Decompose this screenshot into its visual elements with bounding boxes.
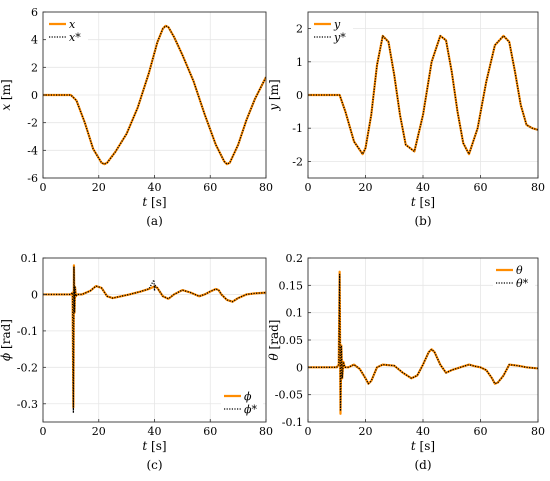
x-tick-label: 40 (416, 181, 430, 194)
y-axis-label-unit: [m] (267, 79, 281, 100)
y-tick-label: 0.2 (286, 252, 304, 265)
y-tick-label: 1 (296, 56, 303, 69)
y-tick-label: -0.1 (282, 416, 303, 429)
legend-label-0: y (333, 18, 341, 31)
legend: xx* (46, 15, 88, 47)
y-axis-label: y [m] (267, 79, 281, 111)
panel-caption: (a) (146, 214, 163, 228)
legend-label-1: ϕ* (244, 403, 257, 416)
y-tick-label: -1 (292, 122, 303, 135)
x-tick-label: 20 (92, 181, 106, 194)
chart-panel-3: 0 20 40 60 80 0.2 0.15 0.1 0.05 0 -0.05 -0.1 t [s] θ … (267, 252, 545, 472)
y-tick-label: 0.1 (21, 252, 39, 265)
x-tick-label: 0 (40, 181, 47, 194)
x-tick-label: 60 (474, 181, 488, 194)
x-tick-label: 40 (148, 181, 162, 194)
chart-panel-2: 0 20 40 60 80 0.1 0 -0.1 -0.2 -0.3 t [s] ϕ [rad] (c)… (0, 252, 273, 472)
x-tick-label: 80 (531, 181, 545, 194)
y-tick-label: -0.05 (275, 389, 303, 402)
x-axis-label-unit: [s] (151, 439, 167, 453)
y-tick-label: -0.1 (17, 325, 38, 338)
legend: yy* (311, 15, 353, 47)
legend-label-1: y* (333, 31, 346, 44)
x-tick-label: 40 (416, 425, 430, 438)
y-tick-label: 0.05 (279, 334, 304, 347)
legend-label-1: θ* (516, 277, 529, 290)
y-tick-label: -6 (27, 172, 38, 185)
y-axis-label-unit: [m] (0, 79, 13, 100)
legend: ϕϕ* (221, 387, 263, 419)
y-tick-label: 0.1 (286, 307, 304, 320)
x-axis-label-unit: [s] (420, 439, 436, 453)
x-tick-label: 80 (259, 425, 273, 438)
y-axis-label: θ [rad] (267, 320, 281, 361)
legend-label-0: ϕ (244, 390, 252, 403)
x-axis-label-unit: [s] (151, 195, 167, 209)
legend-label-0: θ (516, 264, 523, 277)
legend-box (311, 15, 353, 47)
y-tick-label: 4 (31, 34, 38, 47)
x-axis-label-var: t (411, 195, 420, 209)
x-tick-label: 60 (203, 425, 217, 438)
y-axis-label-unit: [rad] (267, 320, 281, 350)
x-tick-label: 40 (148, 425, 162, 438)
x-tick-label: 60 (474, 425, 488, 438)
legend-box (221, 387, 263, 419)
x-axis-label-var: t (142, 439, 151, 453)
panel-caption: (d) (414, 458, 431, 472)
x-axis-label: t [s] (142, 439, 166, 453)
x-tick-label: 0 (305, 425, 312, 438)
y-tick-label: 0 (296, 361, 303, 374)
y-axis-label-var: ϕ (0, 349, 13, 361)
y-axis-label-var: x (0, 100, 13, 111)
panel-caption: (c) (146, 458, 162, 472)
y-tick-label: -4 (27, 144, 38, 157)
y-axis-label-var: y (267, 100, 281, 112)
legend: θθ* (493, 261, 535, 293)
x-axis-label: t [s] (411, 439, 435, 453)
y-tick-label: 2 (296, 23, 303, 36)
y-tick-label: 0 (31, 89, 38, 102)
x-axis-label-unit: [s] (420, 195, 436, 209)
x-tick-label: 60 (203, 181, 217, 194)
x-axis-label: t [s] (142, 195, 166, 209)
y-tick-label: 0.15 (279, 279, 304, 292)
y-tick-label: 6 (31, 6, 38, 19)
y-tick-label: 0 (31, 288, 38, 301)
y-axis-label: ϕ [rad] (0, 319, 13, 361)
legend-box (46, 15, 88, 47)
x-tick-label: 0 (40, 425, 47, 438)
series-line-0 (43, 264, 266, 409)
x-axis-label-var: t (142, 195, 151, 209)
x-tick-label: 0 (305, 181, 312, 194)
series-line-1 (43, 25, 266, 165)
series-line-1 (43, 266, 266, 414)
x-axis-label: t [s] (411, 195, 435, 209)
series-line-0 (308, 34, 538, 156)
y-tick-label: 2 (31, 61, 38, 74)
y-axis-label-var: θ (267, 349, 281, 360)
legend-box (493, 261, 535, 293)
legend-label-0: x (69, 18, 76, 31)
y-tick-label: -0.2 (17, 361, 38, 374)
x-tick-label: 20 (92, 425, 106, 438)
y-axis-label: x [m] (0, 79, 13, 110)
x-tick-label: 20 (359, 181, 373, 194)
y-tick-label: -0.3 (17, 398, 38, 411)
y-axis-label-unit: [rad] (0, 319, 13, 349)
panel-caption: (b) (414, 214, 431, 228)
y-tick-label: 0 (296, 89, 303, 102)
x-tick-label: 80 (259, 181, 273, 194)
series-line-1 (308, 273, 538, 412)
x-tick-label: 80 (531, 425, 545, 438)
x-tick-label: 20 (359, 425, 373, 438)
legend-label-1: x* (69, 31, 81, 44)
y-tick-label: -2 (292, 155, 303, 168)
x-axis-label-var: t (411, 439, 420, 453)
y-tick-label: -2 (27, 117, 38, 130)
